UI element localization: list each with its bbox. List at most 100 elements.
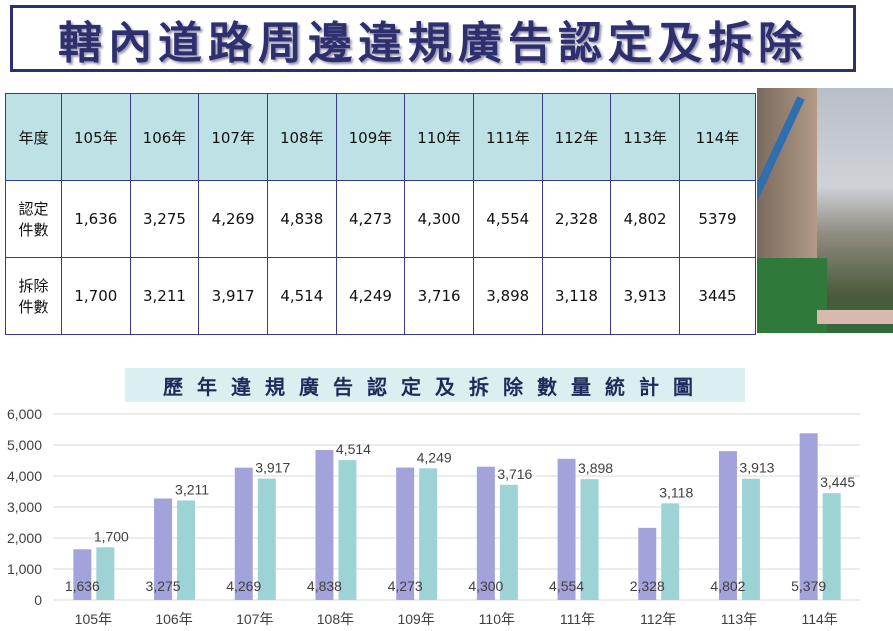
bar-recognized <box>396 467 415 600</box>
bar-removed <box>741 478 760 600</box>
table-cell: 1,700 <box>61 257 131 335</box>
bar-recognized <box>557 458 576 600</box>
data-label-recognized: 4,273 <box>388 578 423 594</box>
bar-removed <box>822 493 841 600</box>
row-label-line: 拆除 <box>18 277 49 295</box>
header-cell: 108年 <box>266 93 337 181</box>
stats-table: 年度 105年 106年 107年 108年 109年 110年 111年 11… <box>5 93 756 335</box>
header-cell: 113年 <box>610 93 680 181</box>
y-tick-label: 6,000 <box>7 406 42 422</box>
bar-removed <box>338 460 357 600</box>
data-label-recognized: 4,802 <box>710 578 745 594</box>
bar-removed <box>499 484 518 600</box>
table-cell: 4,269 <box>198 180 268 258</box>
row-label: 認定 件數 <box>5 180 62 258</box>
data-label-recognized: 4,838 <box>307 578 342 594</box>
table-cell: 4,838 <box>266 180 337 258</box>
bar-recognized <box>315 450 334 600</box>
data-label-recognized: 4,300 <box>468 578 503 594</box>
chart-title: 歷年違規廣告認定及拆除數量統計圖 <box>125 368 745 402</box>
header-cell: 105年 <box>61 93 131 181</box>
table-cell: 4,249 <box>335 257 406 335</box>
page-title: 轄內道路周邊違規廣告認定及拆除 <box>58 17 808 69</box>
data-label-removed: 3,211 <box>175 481 209 497</box>
bar-recognized <box>718 451 737 600</box>
data-label-recognized: 4,554 <box>549 578 584 594</box>
table-cell: 5379 <box>679 180 756 258</box>
y-tick-label: 0 <box>34 592 42 608</box>
bar-removed <box>419 468 438 600</box>
bar-removed <box>257 478 276 600</box>
bar-chart: 0 1,000 2,000 3,000 4,000 5,000 6,000 105年 1,636… <box>7 406 860 627</box>
y-tick-label: 1,000 <box>7 561 42 577</box>
header-cell: 106年 <box>129 93 200 181</box>
data-label-recognized: 1,636 <box>65 578 100 594</box>
x-tick-label: 111年 <box>560 611 595 627</box>
data-label-recognized: 3,275 <box>146 578 181 594</box>
table-cell: 4,300 <box>404 180 474 258</box>
photo-bus <box>757 258 827 333</box>
photo-awning <box>817 310 893 324</box>
data-label-removed: 3,445 <box>820 474 855 490</box>
table-cell: 3,917 <box>198 257 268 335</box>
street-crane-photo <box>757 88 893 333</box>
table-cell: 2,328 <box>541 180 612 258</box>
bar-removed <box>580 479 599 600</box>
header-cell: 107年 <box>198 93 268 181</box>
table-cell: 3,913 <box>610 257 680 335</box>
x-tick-label: 107年 <box>236 611 273 627</box>
data-label-removed: 3,917 <box>255 460 290 476</box>
data-label-removed: 3,898 <box>578 460 613 476</box>
header-cell: 111年 <box>472 93 543 181</box>
data-label-recognized: 2,328 <box>630 578 665 594</box>
data-label-recognized: 4,269 <box>226 578 261 594</box>
table-cell: 3,275 <box>129 180 200 258</box>
y-tick-label: 2,000 <box>7 530 42 546</box>
x-tick-label: 113年 <box>721 611 757 627</box>
bar-removed <box>96 547 115 600</box>
bar-recognized <box>234 467 253 600</box>
header-cell: 年度 <box>5 93 62 181</box>
x-tick-label: 106年 <box>155 611 192 627</box>
table-header-row: 年度 105年 106年 107年 108年 109年 110年 111年 11… <box>5 93 756 181</box>
row-label-line: 件數 <box>18 298 49 316</box>
header-cell: 110年 <box>404 93 474 181</box>
data-label-removed: 4,514 <box>336 441 371 457</box>
row-label-line: 件數 <box>18 221 49 239</box>
table-cell: 4,514 <box>266 257 337 335</box>
y-tick-label: 4,000 <box>7 468 42 484</box>
bar-removed <box>177 500 196 600</box>
x-tick-label: 109年 <box>397 611 434 627</box>
table-cell: 4,554 <box>472 180 543 258</box>
table-cell: 3,211 <box>129 257 200 335</box>
table-cell: 3,118 <box>541 257 612 335</box>
data-label-removed: 3,716 <box>497 466 532 482</box>
data-label-removed: 3,118 <box>659 484 693 500</box>
table-row-recognized: 認定件數 1,636 3,275 4,269 4,838 4,273 4,300… <box>5 180 756 258</box>
bar-recognized <box>638 527 657 600</box>
table-cell: 4,273 <box>335 180 406 258</box>
data-label-removed: 4,249 <box>417 449 452 465</box>
bar-removed <box>661 503 680 600</box>
bar-recognized <box>799 433 818 600</box>
y-tick-label: 3,000 <box>7 499 42 515</box>
y-tick-label: 5,000 <box>7 437 42 453</box>
table-cell: 3,898 <box>472 257 543 335</box>
x-tick-label: 114年 <box>801 611 837 627</box>
x-tick-label: 110年 <box>479 611 515 627</box>
data-label-removed: 3,913 <box>739 460 774 476</box>
header-cell: 112年 <box>541 93 612 181</box>
bar-recognized <box>476 466 495 600</box>
table-row-removed: 拆除件數 1,700 3,211 3,917 4,514 4,249 3,716… <box>5 257 756 335</box>
bar-recognized <box>73 549 92 600</box>
header-cell: 109年 <box>335 93 406 181</box>
table-cell: 4,802 <box>610 180 680 258</box>
table-cell: 1,636 <box>61 180 131 258</box>
table-cell: 3445 <box>679 257 756 335</box>
x-tick-label: 112年 <box>640 611 676 627</box>
table-cell: 3,716 <box>404 257 474 335</box>
data-label-recognized: 5,379 <box>791 578 826 594</box>
page-title-box: 轄內道路周邊違規廣告認定及拆除 <box>10 5 856 72</box>
row-label: 拆除 件數 <box>5 257 62 335</box>
row-label-line: 認定 <box>18 200 49 218</box>
